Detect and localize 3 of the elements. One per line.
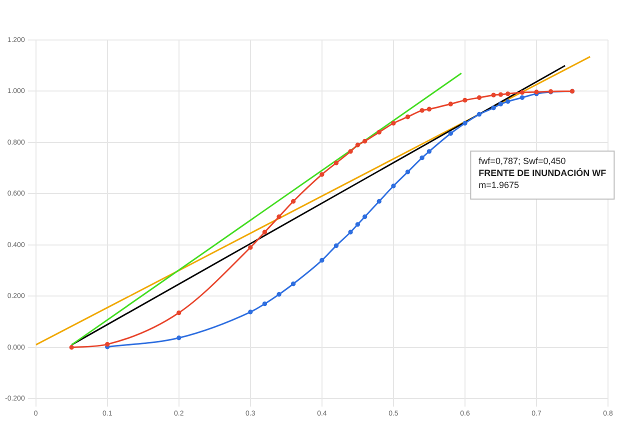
annotation: m=1.9675: [478, 180, 519, 190]
annotation: fwf=0,787; Swf=0,450: [478, 156, 566, 166]
annotation: FRENTE DE INUNDACIÓN WF: [478, 168, 607, 178]
